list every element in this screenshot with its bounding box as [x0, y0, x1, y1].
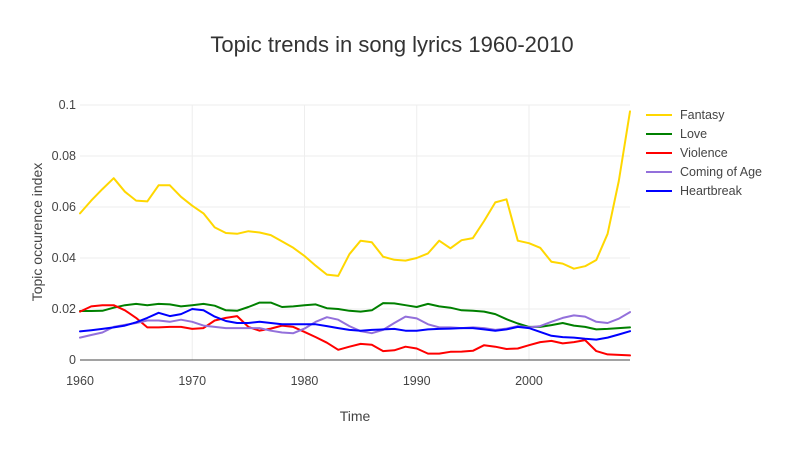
- y-axis-ticks: 0 0.02 0.04 0.06 0.08 0.1: [52, 98, 76, 367]
- legend-item[interactable]: Heartbreak: [646, 184, 743, 198]
- x-tick-label: 1970: [178, 374, 206, 388]
- legend-label: Coming of Age: [680, 165, 762, 179]
- gridlines: [80, 104, 630, 360]
- legend-item[interactable]: Violence: [646, 146, 728, 160]
- legend-label: Fantasy: [680, 108, 725, 122]
- series-line-heartbreak: [79, 308, 631, 341]
- x-tick-label: 2000: [515, 374, 543, 388]
- chart-title: Topic trends in song lyrics 1960-2010: [210, 32, 573, 57]
- y-tick-label: 0.02: [52, 302, 76, 316]
- x-tick-label: 1990: [403, 374, 431, 388]
- y-axis-title: Topic occurence index: [29, 163, 45, 302]
- legend-label: Violence: [680, 146, 728, 160]
- y-tick-label: 0.08: [52, 149, 76, 163]
- y-tick-label: 0.1: [59, 98, 76, 112]
- legend: Fantasy Love Violence Coming of Age Heartbre…: [646, 108, 762, 198]
- x-tick-label: 1980: [291, 374, 319, 388]
- y-tick-label: 0.04: [52, 251, 76, 265]
- series-line-violence: [79, 304, 631, 357]
- legend-label: Love: [680, 127, 707, 141]
- legend-label: Heartbreak: [680, 184, 743, 198]
- series-line-fantasy: [79, 110, 631, 277]
- legend-item[interactable]: Fantasy: [646, 108, 725, 122]
- legend-item[interactable]: Love: [646, 127, 707, 141]
- legend-item[interactable]: Coming of Age: [646, 165, 762, 179]
- series-lines: [79, 110, 631, 357]
- x-tick-label: 1960: [66, 374, 94, 388]
- x-axis-title: Time: [340, 408, 371, 424]
- series-line-coming-of-age: [79, 311, 631, 339]
- x-axis-ticks: 1960 1970 1980 1990 2000: [66, 374, 543, 388]
- y-tick-label: 0: [69, 353, 76, 367]
- y-tick-label: 0.06: [52, 200, 76, 214]
